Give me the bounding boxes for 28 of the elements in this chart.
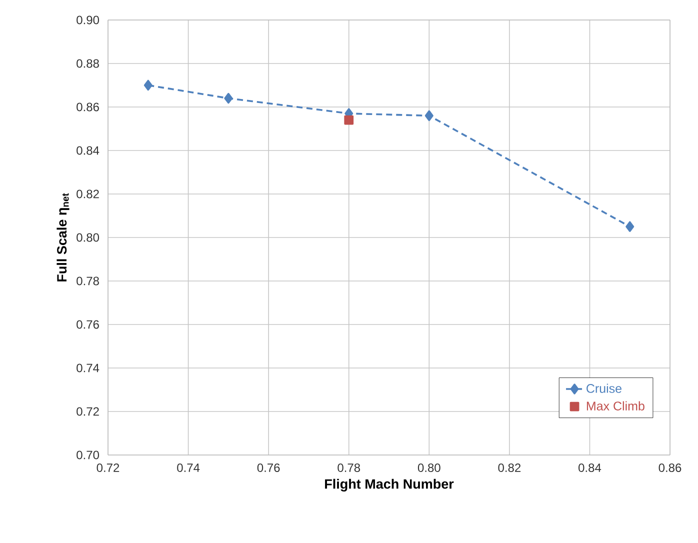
x-tick-label: 0.86 xyxy=(658,464,682,472)
x-tick-label: 0.78 xyxy=(338,464,360,472)
y-axis-title: Full Scale η$_{net}$ xyxy=(56,193,70,282)
y-tick-label: 0.70 xyxy=(76,450,100,460)
point xyxy=(224,92,233,104)
y-tick-label: 0.82 xyxy=(76,190,99,198)
y-tick-label: 0.72 xyxy=(76,407,99,416)
y-tick-label: 0.80 xyxy=(76,233,100,242)
legend-label: Max Climb xyxy=(586,401,644,410)
x-tick-label: 0.80 xyxy=(418,464,440,472)
x-tick-label: 0.72 xyxy=(96,464,120,472)
x-tick-label: 0.82 xyxy=(498,464,521,472)
point xyxy=(144,80,152,91)
y-tick-label: 0.88 xyxy=(76,59,99,68)
y-tick-label: 0.76 xyxy=(76,320,99,329)
y-tick-label: 0.90 xyxy=(76,16,100,24)
y-tick-label: 0.84 xyxy=(76,146,100,155)
x-tick-label: 0.74 xyxy=(177,464,200,472)
point xyxy=(626,221,634,232)
y-tick-label: 0.78 xyxy=(76,276,99,286)
x-tick-label: 0.76 xyxy=(257,464,280,472)
point xyxy=(424,110,434,122)
x-axis-title: Flight Mach Number xyxy=(325,478,454,492)
y-tick-label: 0.86 xyxy=(76,102,99,112)
x-tick-label: 0.84 xyxy=(578,464,602,472)
y-tick-label: 0.74 xyxy=(76,364,100,372)
point xyxy=(344,115,354,125)
legend-label: Cruise xyxy=(586,384,622,393)
